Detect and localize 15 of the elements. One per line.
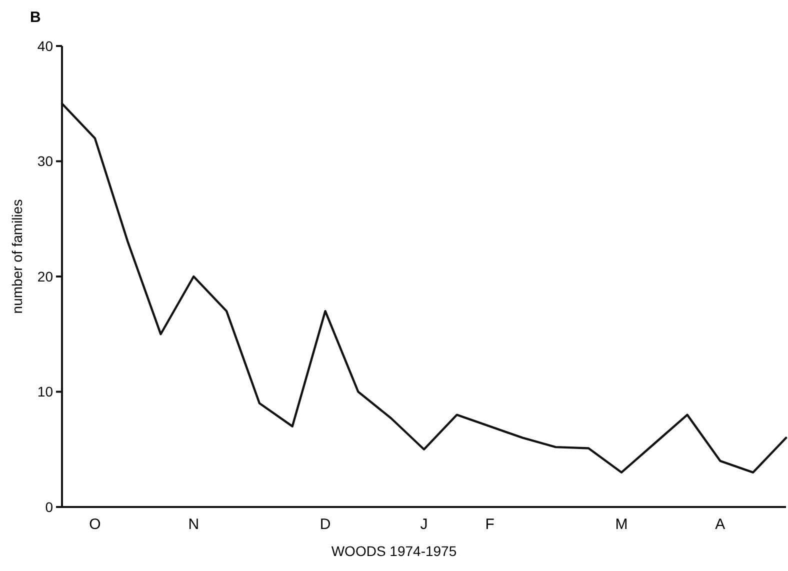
x-tick-label: N <box>188 516 200 533</box>
x-tick-label: J <box>420 516 428 533</box>
x-tick-label: M <box>615 516 628 533</box>
y-tick-label: 0 <box>45 498 54 515</box>
x-axis-title: WOODS 1974-1975 <box>331 543 457 559</box>
y-tick-label: 30 <box>37 153 54 170</box>
y-tick-label: 20 <box>37 268 54 284</box>
x-tick-label: A <box>715 516 726 533</box>
y-tick-label: 40 <box>37 38 54 54</box>
y-axis-title: number of families <box>9 199 25 314</box>
y-tick-label: 10 <box>37 384 54 400</box>
x-tick-label: D <box>320 516 331 533</box>
x-tick-label: F <box>485 516 494 533</box>
x-tick-label: O <box>89 516 101 533</box>
chart-title: B <box>30 9 41 26</box>
